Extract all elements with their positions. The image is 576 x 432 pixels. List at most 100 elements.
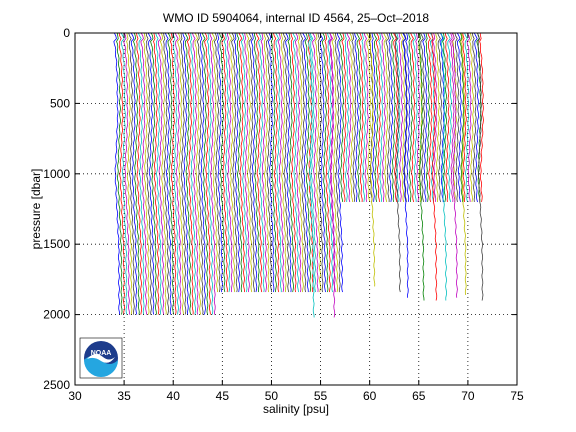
y-tick-label: 1500 xyxy=(43,237,70,251)
profile-line xyxy=(277,32,285,293)
profile-line xyxy=(273,32,280,293)
profile-line xyxy=(460,32,467,295)
profile-line xyxy=(275,32,282,293)
profile-line xyxy=(402,32,408,203)
profile-line xyxy=(324,32,331,293)
profile-line xyxy=(402,32,409,298)
profile-line xyxy=(425,32,430,203)
x-axis: 30 35 40 45 50 55 60 65 70 75 xyxy=(68,33,524,403)
profile-line xyxy=(218,32,226,293)
profile-line xyxy=(290,32,297,293)
profile-line xyxy=(223,32,231,293)
profile-line xyxy=(186,32,194,315)
profile-line xyxy=(417,32,425,301)
profile-line xyxy=(194,32,201,315)
profile-line xyxy=(339,32,344,203)
x-tick-label: 60 xyxy=(363,389,377,403)
profile-line xyxy=(285,32,292,293)
y-tick-label: 0 xyxy=(63,26,70,40)
profile-line xyxy=(282,32,290,293)
profile-line xyxy=(150,32,157,315)
x-tick-label: 50 xyxy=(265,389,279,403)
profile-line xyxy=(415,32,421,203)
profile-line xyxy=(172,32,179,315)
profile-line xyxy=(459,32,465,203)
profile-line xyxy=(128,32,135,315)
profile-line xyxy=(427,32,433,203)
profile-line xyxy=(317,32,324,293)
x-tick-label: 55 xyxy=(314,389,328,403)
profile-line xyxy=(260,32,268,293)
x-tick-label: 75 xyxy=(510,389,524,403)
x-tick-label: 35 xyxy=(117,389,131,403)
profile-line xyxy=(253,32,260,293)
profile-line xyxy=(120,32,128,315)
profile-line xyxy=(373,32,379,203)
profile-line xyxy=(371,32,376,202)
profile-line xyxy=(226,32,233,293)
profile-line xyxy=(163,32,170,315)
profile-line xyxy=(297,32,304,293)
profile-line xyxy=(442,32,448,203)
profile-line xyxy=(393,32,399,203)
profile-line xyxy=(307,32,314,293)
profile-line xyxy=(280,32,287,293)
profile-line xyxy=(435,32,440,202)
profile-line xyxy=(381,32,386,202)
profile-line xyxy=(300,32,307,293)
profile-line xyxy=(378,32,384,203)
x-tick-label: 45 xyxy=(216,389,230,403)
profile-line xyxy=(246,32,253,293)
profile-line xyxy=(250,32,258,293)
profile-line xyxy=(327,32,334,293)
y-tick-label: 2000 xyxy=(43,308,70,322)
profile-line xyxy=(446,32,452,203)
profile-line xyxy=(292,32,299,293)
profile-line xyxy=(204,32,211,315)
x-axis-label: salinity [psu] xyxy=(263,402,329,416)
profile-line xyxy=(136,32,143,315)
grid-lines xyxy=(75,33,517,385)
profile-line xyxy=(240,32,248,293)
profile-line xyxy=(356,32,362,203)
profile-line xyxy=(287,32,295,293)
profile-line xyxy=(265,32,272,293)
profile-lines xyxy=(113,32,484,318)
profile-line xyxy=(388,32,394,203)
plot-frame xyxy=(74,32,518,386)
x-tick-label: 40 xyxy=(167,389,181,403)
profile-line xyxy=(314,32,321,293)
profile-line xyxy=(221,32,228,293)
profile-line xyxy=(211,32,218,293)
profile-line xyxy=(344,32,349,202)
profile-line xyxy=(304,32,312,293)
profile-line xyxy=(159,32,167,315)
profile-line xyxy=(258,32,265,293)
profile-line xyxy=(456,32,462,203)
y-axis-label: pressure [dbar] xyxy=(29,169,43,250)
profile-line xyxy=(440,32,447,301)
logo-sea xyxy=(84,356,118,377)
profile-line xyxy=(267,32,275,293)
profile-line xyxy=(471,32,477,202)
profile-line xyxy=(302,32,309,293)
profile-line xyxy=(255,32,263,293)
profile-line xyxy=(321,32,329,293)
profile-line xyxy=(199,32,206,315)
profile-line xyxy=(394,32,401,293)
profile-line xyxy=(123,32,130,315)
profile-line xyxy=(216,32,223,293)
profile-line xyxy=(228,32,236,293)
profile-line xyxy=(351,32,357,203)
x-tick-label: 65 xyxy=(412,389,426,403)
y-tick-label: 2500 xyxy=(43,378,70,392)
profile-line xyxy=(444,32,450,202)
profile-line xyxy=(412,32,418,202)
profile-line xyxy=(164,32,172,315)
profile-line xyxy=(236,32,243,293)
profile-line xyxy=(191,32,199,315)
y-tick-label: 1000 xyxy=(43,167,70,181)
profile-line xyxy=(130,32,138,315)
profile-line xyxy=(147,32,155,315)
